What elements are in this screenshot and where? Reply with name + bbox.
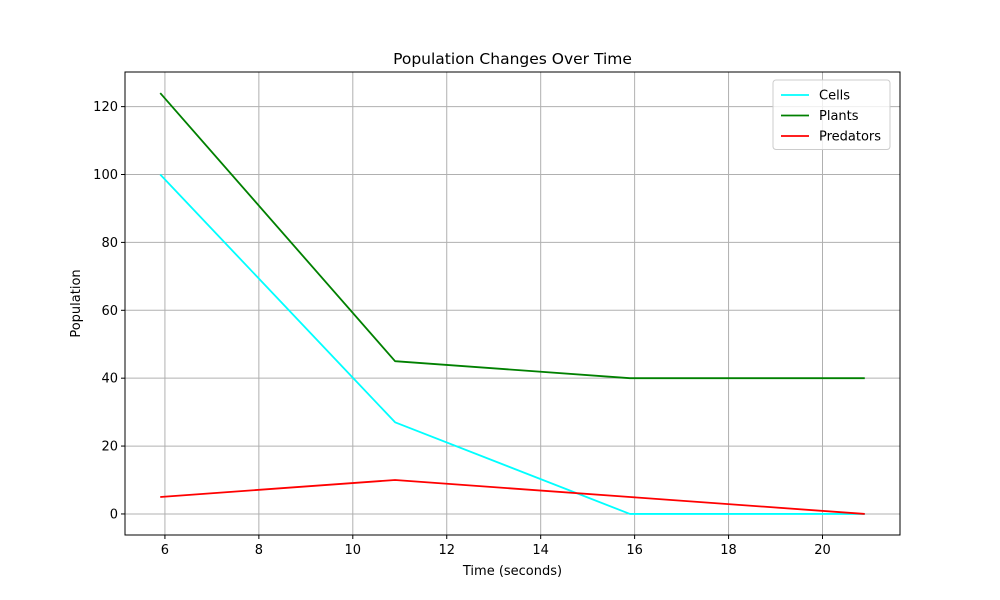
y-tick-label: 100: [93, 168, 118, 183]
y-tick-label: 20: [101, 440, 118, 455]
plot-area: [125, 72, 900, 535]
legend-box: [772, 79, 891, 150]
grid: [125, 72, 900, 535]
y-axis-ticks: 0 20 40 60 80 100 120: [93, 100, 125, 522]
y-axis-title: Population: [69, 269, 84, 337]
x-tick-label: 8: [255, 543, 263, 558]
x-axis-title: Time (seconds): [462, 564, 562, 579]
x-tick-label: 10: [345, 543, 362, 558]
series-line-plants: [159, 92, 865, 380]
x-tick-label: 14: [532, 543, 549, 558]
y-tick-label: 80: [101, 236, 118, 251]
plot-frame: [124, 71, 901, 536]
legend: Cells Plants Predators: [772, 79, 891, 150]
x-tick-label: 6: [161, 543, 169, 558]
chart-title: Population Changes Over Time: [393, 50, 632, 68]
legend-label-cells: Cells: [819, 89, 850, 104]
x-axis-ticks: 6 8 10 12 14 16 18 20: [161, 535, 831, 558]
legend-label-predators: Predators: [819, 130, 881, 145]
y-tick-label: 60: [101, 304, 118, 319]
legend-label-plants: Plants: [819, 109, 859, 124]
series-lines: [159, 92, 865, 515]
series-line-predators: [160, 479, 865, 515]
x-tick-label: 18: [720, 543, 737, 558]
y-tick-label: 120: [93, 100, 118, 115]
y-tick-label: 40: [101, 372, 118, 387]
series-line-cells: [159, 173, 865, 515]
x-tick-label: 16: [626, 543, 643, 558]
y-tick-label: 0: [110, 507, 118, 522]
x-tick-label: 20: [814, 543, 831, 558]
x-tick-label: 12: [438, 543, 455, 558]
